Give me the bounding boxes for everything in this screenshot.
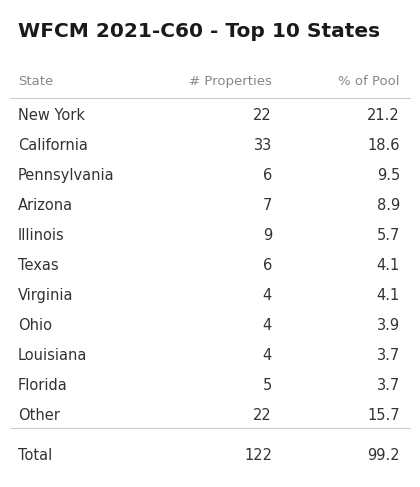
Text: Other: Other <box>18 408 60 423</box>
Text: # Properties: # Properties <box>189 75 272 88</box>
Text: Illinois: Illinois <box>18 228 65 243</box>
Text: Virginia: Virginia <box>18 288 74 303</box>
Text: Total: Total <box>18 448 52 463</box>
Text: Texas: Texas <box>18 258 59 273</box>
Text: 3.7: 3.7 <box>377 378 400 393</box>
Text: 15.7: 15.7 <box>368 408 400 423</box>
Text: 6: 6 <box>263 168 272 183</box>
Text: 4.1: 4.1 <box>377 258 400 273</box>
Text: 4: 4 <box>263 288 272 303</box>
Text: Arizona: Arizona <box>18 198 73 213</box>
Text: 4.1: 4.1 <box>377 288 400 303</box>
Text: Florida: Florida <box>18 378 68 393</box>
Text: 33: 33 <box>254 138 272 153</box>
Text: 3.9: 3.9 <box>377 318 400 333</box>
Text: New York: New York <box>18 108 85 123</box>
Text: 5.7: 5.7 <box>377 228 400 243</box>
Text: State: State <box>18 75 53 88</box>
Text: Louisiana: Louisiana <box>18 348 87 363</box>
Text: 3.7: 3.7 <box>377 348 400 363</box>
Text: % of Pool: % of Pool <box>339 75 400 88</box>
Text: 9: 9 <box>263 228 272 243</box>
Text: 99.2: 99.2 <box>368 448 400 463</box>
Text: 5: 5 <box>263 378 272 393</box>
Text: Pennsylvania: Pennsylvania <box>18 168 115 183</box>
Text: 18.6: 18.6 <box>368 138 400 153</box>
Text: WFCM 2021-C60 - Top 10 States: WFCM 2021-C60 - Top 10 States <box>18 22 380 41</box>
Text: 4: 4 <box>263 318 272 333</box>
Text: 21.2: 21.2 <box>367 108 400 123</box>
Text: 6: 6 <box>263 258 272 273</box>
Text: 7: 7 <box>262 198 272 213</box>
Text: 8.9: 8.9 <box>377 198 400 213</box>
Text: 4: 4 <box>263 348 272 363</box>
Text: California: California <box>18 138 88 153</box>
Text: Ohio: Ohio <box>18 318 52 333</box>
Text: 22: 22 <box>253 108 272 123</box>
Text: 22: 22 <box>253 408 272 423</box>
Text: 122: 122 <box>244 448 272 463</box>
Text: 9.5: 9.5 <box>377 168 400 183</box>
